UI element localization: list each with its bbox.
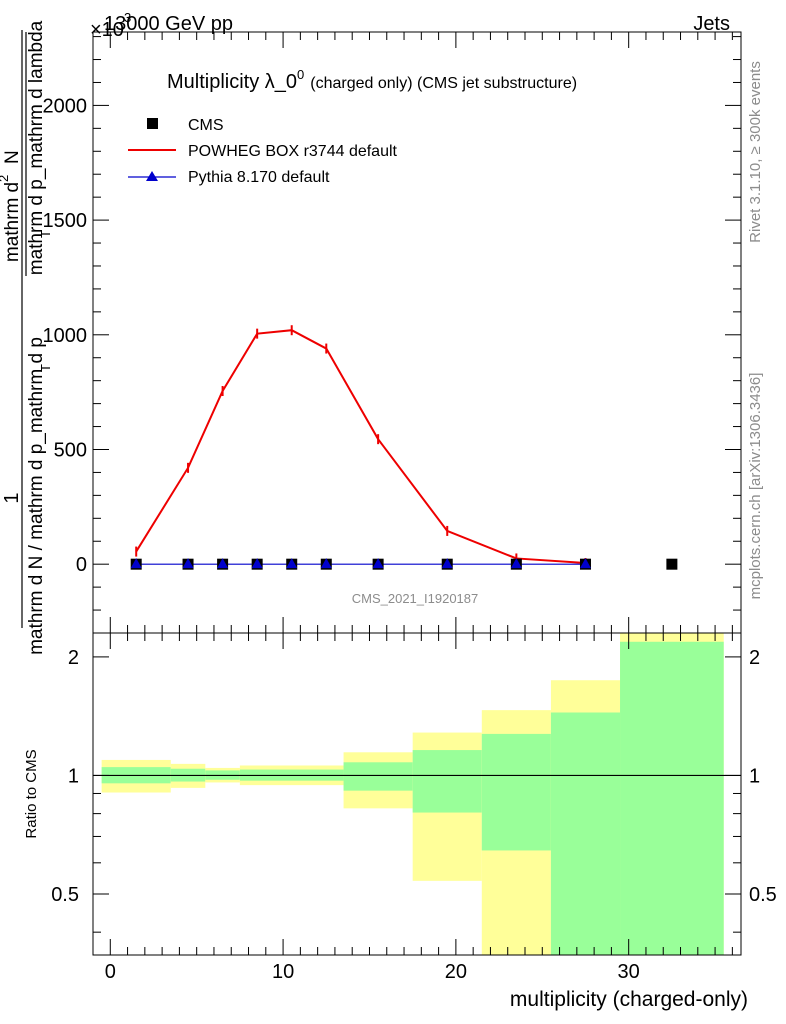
y-exponent-power: 3 bbox=[124, 10, 131, 25]
y-label-denominator-sub: T bbox=[38, 364, 53, 372]
ratio-inner-band bbox=[620, 641, 724, 955]
header-energy-label: 13000 GeV pp bbox=[104, 13, 233, 35]
main-title-sup: 0 bbox=[297, 67, 304, 82]
pythia-point bbox=[372, 558, 384, 569]
x-axis-label: multiplicity (charged-only) bbox=[510, 988, 748, 1011]
y-label-numerator-one: 1 bbox=[1, 492, 23, 503]
ratio-y-ticks: 0.5 0.5 1 1 2 2 bbox=[51, 647, 777, 933]
ratio-y-tick-label: 1 bbox=[68, 765, 79, 787]
ratio-y-tick-label-right: 1 bbox=[749, 765, 760, 787]
header-jets-label: Jets bbox=[693, 13, 730, 35]
y-label-inner-numerator: mathrm d bbox=[2, 182, 23, 262]
rivet-label: Rivet 3.1.10, ≥ 300k events bbox=[747, 61, 764, 243]
x-tick-label: 0 bbox=[105, 961, 116, 983]
main-y-tick-label: 0 bbox=[76, 554, 87, 576]
y-label-inner-numerator-n: N bbox=[2, 150, 23, 164]
main-x-ticks bbox=[92, 32, 733, 633]
powheg-line bbox=[135, 329, 586, 565]
main-title-text: Multiplicity λ_0 bbox=[167, 71, 297, 93]
pythia-point bbox=[579, 558, 591, 569]
ratio-y-tick-label: 2 bbox=[68, 647, 79, 669]
pythia-point bbox=[441, 558, 453, 569]
cms-point bbox=[666, 558, 678, 570]
main-y-tick-label: 2000 bbox=[43, 95, 88, 117]
analysis-watermark: CMS_2021_I1920187 bbox=[352, 591, 479, 606]
ratio-bands bbox=[101, 633, 724, 955]
legend-cms-marker bbox=[147, 118, 158, 129]
main-title-suffix: (charged only) (CMS jet substructure) bbox=[310, 75, 577, 92]
ratio-y-tick-label-right: 0.5 bbox=[749, 884, 777, 906]
pythia-point bbox=[320, 558, 332, 569]
mcplots-label: mcplots.cern.ch [arXiv:1306.3436] bbox=[747, 373, 764, 600]
main-series bbox=[130, 325, 678, 570]
pythia-point bbox=[182, 558, 194, 569]
legend: CMS POWHEG BOX r3744 default Pythia 8.17… bbox=[128, 117, 398, 186]
y-exponent-label: ×10 bbox=[90, 19, 124, 41]
main-y-tick-label: 1000 bbox=[43, 325, 88, 347]
y-label-inner-denominator-sub: T bbox=[38, 230, 53, 238]
ratio-inner-band bbox=[412, 750, 482, 813]
ratio-inner-band bbox=[481, 733, 551, 851]
x-tick-label: 10 bbox=[272, 961, 294, 983]
x-tick-label: 20 bbox=[445, 961, 467, 983]
x-tick-label: 30 bbox=[618, 961, 640, 983]
y-label-inner-numerator-sup: 2 bbox=[0, 175, 11, 182]
ratio-y-tick-label-right: 2 bbox=[749, 647, 760, 669]
pythia-point bbox=[217, 558, 229, 569]
legend-pythia-marker bbox=[146, 171, 158, 181]
ratio-y-tick-label: 0.5 bbox=[51, 884, 79, 906]
main-y-label: 1 mathrm d N / mathrm d p_mathrm d p T m… bbox=[0, 20, 53, 655]
y-label-inner-denominator: mathrm d p_mathrm d lambda bbox=[26, 20, 47, 275]
pythia-point bbox=[251, 558, 263, 569]
main-title: Multiplicity λ_00 (charged only) (CMS jet… bbox=[167, 67, 577, 93]
ratio-plot-frame bbox=[92, 632, 742, 956]
legend-cms-label: CMS bbox=[188, 117, 224, 134]
ratio-y-label: Ratio to CMS bbox=[23, 749, 40, 838]
y-label-denominator: mathrm d N / mathrm d p_mathrm d p bbox=[26, 337, 47, 655]
pythia-point bbox=[130, 558, 142, 569]
legend-pythia-label: Pythia 8.170 default bbox=[188, 169, 330, 186]
main-y-ticks: 0 500 1000 1500 2000 bbox=[43, 36, 741, 611]
ratio-inner-band bbox=[550, 712, 621, 955]
ratio-inner-band bbox=[343, 762, 413, 791]
pythia-point bbox=[510, 558, 522, 569]
pythia-point bbox=[286, 558, 298, 569]
main-y-tick-label: 1500 bbox=[43, 210, 88, 232]
legend-powheg-label: POWHEG BOX r3744 default bbox=[188, 143, 398, 160]
main-y-tick-label: 500 bbox=[54, 439, 87, 461]
ratio-x-ticks: 0 10 20 30 bbox=[92, 633, 733, 983]
